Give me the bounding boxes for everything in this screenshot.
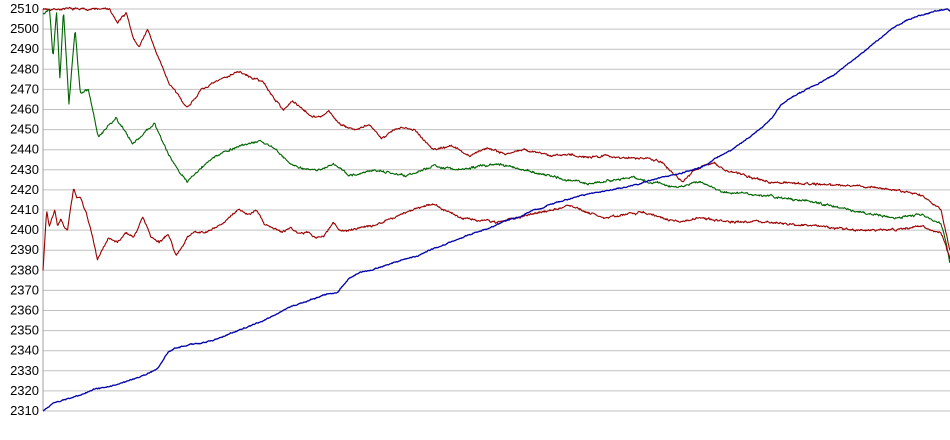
svg-text:2430: 2430 xyxy=(10,162,39,177)
svg-text:2450: 2450 xyxy=(10,122,39,137)
svg-text:2460: 2460 xyxy=(10,102,39,117)
svg-text:2320: 2320 xyxy=(10,383,39,398)
svg-text:2310: 2310 xyxy=(10,403,39,418)
svg-text:2500: 2500 xyxy=(10,21,39,36)
svg-text:2390: 2390 xyxy=(10,242,39,257)
svg-text:2480: 2480 xyxy=(10,61,39,76)
svg-text:2360: 2360 xyxy=(10,303,39,318)
svg-text:2410: 2410 xyxy=(10,202,39,217)
svg-text:2370: 2370 xyxy=(10,282,39,297)
svg-text:2470: 2470 xyxy=(10,81,39,96)
svg-text:2380: 2380 xyxy=(10,262,39,277)
svg-text:2330: 2330 xyxy=(10,363,39,378)
svg-text:2350: 2350 xyxy=(10,323,39,338)
svg-text:2420: 2420 xyxy=(10,182,39,197)
svg-text:2440: 2440 xyxy=(10,142,39,157)
svg-text:2340: 2340 xyxy=(10,343,39,358)
svg-text:2510: 2510 xyxy=(10,1,39,16)
svg-text:2490: 2490 xyxy=(10,41,39,56)
svg-text:2400: 2400 xyxy=(10,222,39,237)
